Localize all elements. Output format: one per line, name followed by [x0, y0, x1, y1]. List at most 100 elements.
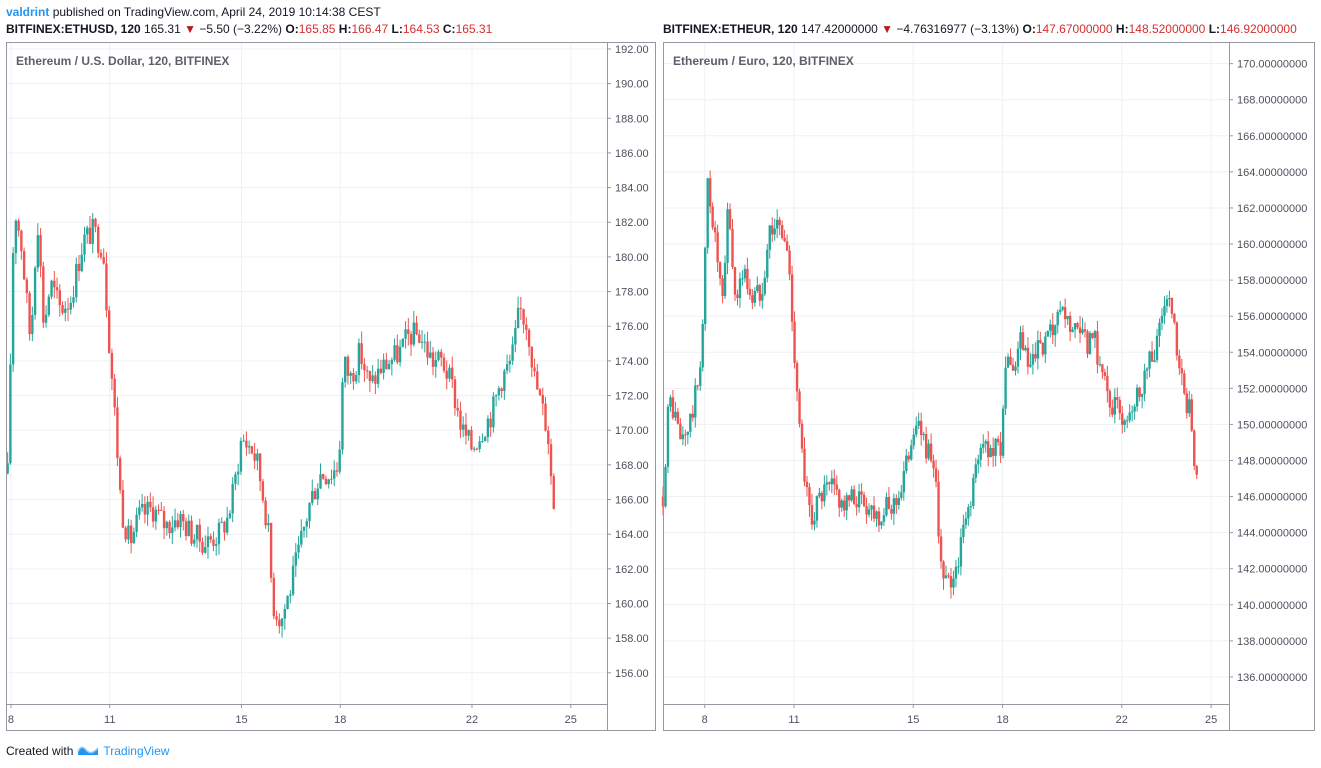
candle-body: [280, 618, 284, 627]
candle-body: [404, 329, 407, 339]
y-tick-label: 164.00000000: [1237, 167, 1307, 179]
candle-body: [193, 539, 196, 544]
candle-body: [420, 341, 424, 343]
candle-body: [212, 539, 215, 546]
candle-body: [778, 219, 781, 226]
candle-body: [666, 406, 670, 467]
candle-body: [69, 302, 72, 310]
candle-body: [247, 446, 251, 448]
candle-body: [195, 524, 199, 540]
candle-body: [756, 285, 759, 292]
candle-body: [977, 459, 980, 465]
y-tick-label: 190.00: [615, 79, 649, 91]
candle-body: [761, 294, 764, 301]
candle-body: [434, 360, 437, 367]
candle-body: [461, 424, 465, 430]
candle-body: [1140, 393, 1144, 397]
candle-body: [387, 364, 391, 370]
candle-body: [919, 420, 923, 436]
candle-body: [1145, 368, 1149, 371]
candle-body: [954, 566, 958, 579]
candle-body: [415, 322, 418, 335]
candle-body: [322, 474, 325, 479]
candle-body: [105, 263, 108, 311]
candle-body: [231, 483, 234, 514]
candle-body: [129, 525, 133, 544]
candle-body: [360, 343, 363, 365]
tradingview-brand-link[interactable]: TradingView: [103, 743, 170, 758]
y-tick-label: 152.00000000: [1237, 383, 1307, 395]
candle-body: [157, 509, 160, 511]
candle-body: [877, 511, 881, 526]
author-link[interactable]: valdrint: [6, 5, 50, 19]
candle-body: [72, 297, 75, 303]
candle-body: [297, 544, 300, 553]
candle-body: [508, 360, 512, 365]
candle-body: [793, 321, 796, 363]
legend-symbol[interactable]: BITFINEX:ETHUSD, 120: [6, 22, 141, 36]
y-tick-label: 156.00000000: [1237, 311, 1307, 323]
candle-body: [1011, 364, 1015, 371]
candle-body: [182, 513, 185, 522]
candle-body: [989, 448, 992, 458]
candle-body: [1173, 313, 1176, 323]
x-tick-label: 8: [8, 714, 14, 726]
candle-body: [867, 509, 871, 515]
candle-body: [1183, 373, 1186, 394]
candle-body: [1009, 356, 1012, 365]
candle-body: [201, 541, 204, 553]
candle-body: [743, 268, 747, 279]
candle-body: [47, 296, 51, 315]
candle-body: [338, 449, 341, 472]
candle-body: [721, 278, 724, 296]
candle-body: [86, 227, 89, 235]
candle-body: [316, 488, 319, 500]
candle-body: [852, 489, 856, 505]
y-tick-label: 192.00: [615, 44, 649, 56]
candle-body: [1014, 366, 1017, 371]
candle-body: [343, 356, 347, 383]
candle-body: [771, 225, 774, 235]
candle-body: [143, 503, 147, 515]
candle-body: [245, 440, 248, 448]
candle-body: [456, 407, 459, 411]
candle-body: [88, 227, 92, 244]
candle-body: [497, 388, 501, 396]
candle-body: [1016, 348, 1020, 367]
candle-body: [541, 395, 544, 404]
candle-body: [1113, 397, 1117, 415]
candle-body: [1071, 329, 1074, 332]
candle-body: [669, 397, 672, 407]
candle-body: [962, 524, 965, 538]
candle-body: [236, 471, 240, 475]
candle-body: [763, 277, 766, 295]
candle-body: [843, 500, 846, 511]
legend-change: −4.76316977 (−3.13%): [896, 22, 1020, 36]
candle-body: [728, 209, 732, 229]
legend-low-label: L:: [391, 22, 403, 36]
candle-body: [239, 440, 243, 472]
candle-body: [426, 341, 429, 358]
legend-high-label: H:: [338, 22, 352, 36]
legend-high: 166.47: [351, 22, 389, 36]
candle-body: [768, 225, 771, 250]
candle-body: [102, 257, 105, 264]
candle-body: [198, 524, 201, 542]
y-tick-label: 144.00000000: [1237, 528, 1307, 540]
candle-body: [1155, 335, 1159, 361]
legend-low: 146.92000000: [1220, 22, 1297, 36]
candle-body: [815, 496, 819, 521]
candle-body: [28, 293, 31, 335]
candle-body: [887, 497, 891, 509]
candle-body: [780, 225, 784, 238]
legend-symbol[interactable]: BITFINEX:ETHEUR, 120: [663, 22, 798, 36]
candle-body: [160, 509, 163, 511]
candle-body: [1193, 430, 1196, 467]
candle-body: [847, 495, 851, 501]
candle-body: [17, 220, 20, 231]
candle-body: [176, 520, 179, 528]
candle-body: [94, 218, 97, 227]
candle-body: [701, 323, 704, 368]
candle-body: [472, 448, 476, 450]
